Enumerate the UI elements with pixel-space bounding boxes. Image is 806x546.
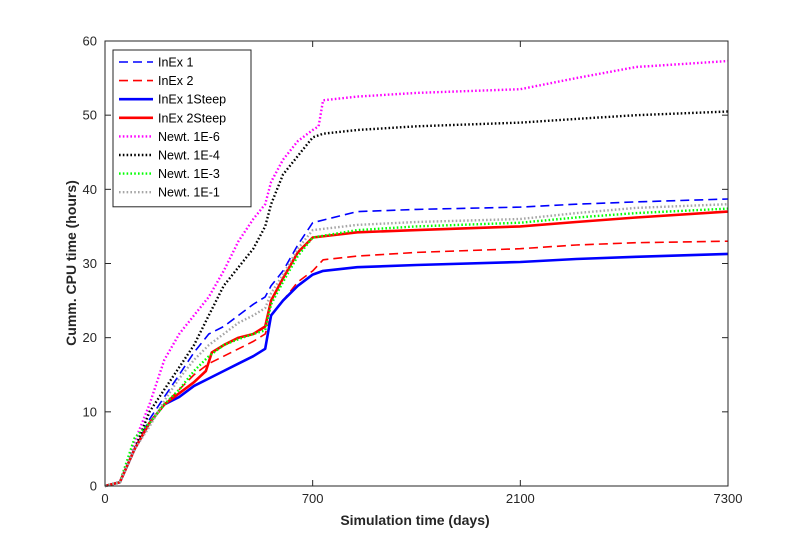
legend-label-newt-1e-6: Newt. 1E-6 [158,130,220,144]
x-axis-title: Simulation time (days) [340,512,489,528]
legend-label-inex-2: InEx 2 [158,74,193,88]
x-tick-label: 7300 [714,491,743,506]
x-tick-label: 700 [302,491,324,506]
series-layer [104,59,729,488]
y-tick-label: 60 [83,34,97,49]
legend-label-inex-1: InEx 1 [158,56,193,70]
legend-label-newt-1e-1: Newt. 1E-1 [158,186,220,200]
y-tick-label: 0 [90,479,97,494]
legend-label-inex-1steep: InEx 1Steep [158,93,226,107]
series-line-newt-1e-6 [104,59,729,488]
series-line-newt-1e-3 [104,207,729,488]
legend-label-inex-2steep: InEx 2Steep [158,111,226,125]
x-tick-label: 0 [101,491,108,506]
x-tick-label: 2100 [506,491,535,506]
series-line-inex-1 [104,198,729,487]
series-line-inex-2 [104,240,729,487]
y-tick-label: 20 [83,330,97,345]
y-tick-label: 30 [83,256,97,271]
legend-box [112,49,252,208]
legend-label-newt-1e-4: Newt. 1E-4 [158,149,220,163]
ticks-layer: 0 10 20 30 40 50 60 0 700 2100 7300 [83,34,743,507]
series-line-newt-1e-1 [104,203,729,488]
legend: InEx 1 InEx 2 InEx 1Steep InEx 2Steep Newt. … [112,49,252,208]
y-tick-label: 10 [83,404,97,419]
y-tick-label: 40 [83,182,97,197]
y-tick-label: 50 [83,108,97,123]
legend-label-newt-1e-3: Newt. 1E-3 [158,167,220,181]
y-axis-title: Cumm. CPU time (hours) [63,180,79,346]
